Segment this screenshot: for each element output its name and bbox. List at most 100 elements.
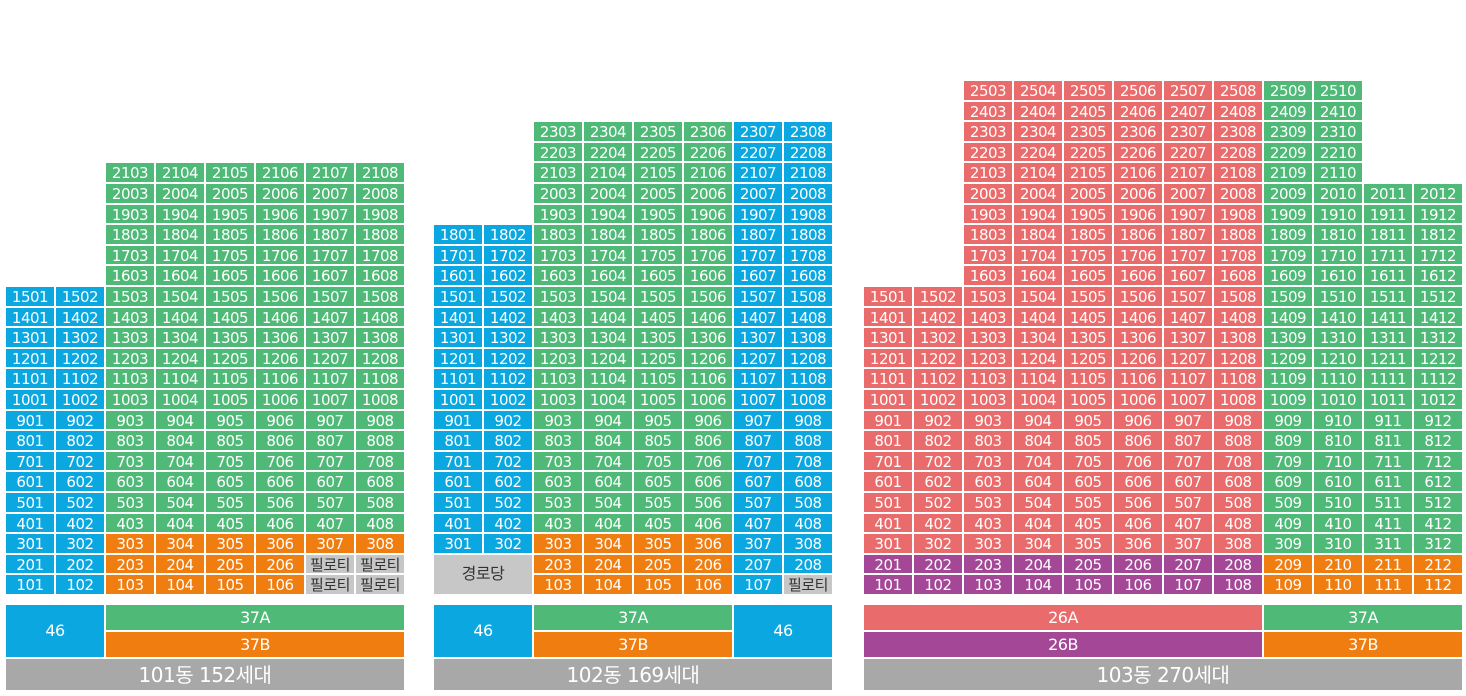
unit-cell: 1806 [683, 224, 733, 245]
unit-cell: 1407 [1163, 306, 1213, 328]
unit-cell: 1612 [1413, 265, 1463, 286]
unit-cell: 1808 [1213, 224, 1263, 245]
unit-cell: 607 [1163, 471, 1213, 492]
unit-cell: 103 [105, 574, 155, 595]
unit-cell: 803 [963, 430, 1013, 451]
unit-cell: 602 [55, 471, 105, 492]
unit-cell: 2105 [633, 162, 683, 183]
unit-cell: 1201 [433, 347, 483, 369]
unit-cell: 2107 [733, 162, 783, 183]
unit-cell: 1302 [483, 327, 533, 348]
unit-cell: 1211 [1363, 347, 1413, 369]
unit-cell: 1605 [205, 265, 255, 286]
unit-cell: 103 [963, 574, 1013, 595]
unit-cell: 611 [1363, 471, 1413, 492]
unit-cell: 706 [255, 450, 305, 472]
unit-cell: 2203 [533, 141, 583, 163]
unit-cell: 1607 [733, 265, 783, 286]
unit-cell: 2410 [1313, 100, 1363, 122]
unit-cell: 601 [433, 471, 483, 492]
unit-cell: 402 [55, 512, 105, 534]
unit-cell: 2305 [633, 121, 683, 142]
unit-cell: 2005 [633, 183, 683, 204]
unit-cell: 704 [583, 450, 633, 472]
unit-cell: 1106 [683, 368, 733, 389]
unit-cell: 1604 [155, 265, 205, 286]
unit-cell: 401 [5, 512, 55, 534]
unit-cell: 905 [205, 409, 255, 431]
unit-cell: 401 [433, 512, 483, 534]
unit-cell: 1309 [1263, 327, 1313, 348]
unit-cell: 1508 [783, 286, 833, 307]
unit-cell: 608 [355, 471, 405, 492]
unit-cell: 1501 [863, 286, 913, 307]
unit-cell: 1411 [1363, 306, 1413, 328]
unit-cell: 408 [355, 512, 405, 534]
unit-cell: 1805 [1063, 224, 1113, 245]
unit-cell: 1609 [1263, 265, 1313, 286]
unit-cell: 306 [255, 533, 305, 554]
unit-cell: 1007 [1163, 389, 1213, 410]
unit-cell: 1509 [1263, 286, 1313, 307]
unit-cell: 1601 [433, 265, 483, 286]
unit-cell: 903 [533, 409, 583, 431]
unit-cell: 508 [783, 492, 833, 513]
unit-cell: 1506 [683, 286, 733, 307]
unit-cell: 812 [1413, 430, 1463, 451]
unit-cell: 1107 [1163, 368, 1213, 389]
unit-cell: 1907 [1163, 203, 1213, 225]
unit-cell: 2404 [1013, 100, 1063, 122]
unit-cell: 1903 [533, 203, 583, 225]
unit-cell: 1412 [1413, 306, 1463, 328]
unit-cell: 1803 [105, 224, 155, 245]
unit-cell: 601 [5, 471, 55, 492]
unit-cell: 1112 [1413, 368, 1463, 389]
unit-cell: 1408 [355, 306, 405, 328]
unit-cell: 2108 [783, 162, 833, 183]
unit-cell: 1204 [583, 347, 633, 369]
unit-cell: 2005 [205, 183, 255, 204]
piloti-cell: 필로티 [783, 574, 833, 595]
unit-cell: 804 [1013, 430, 1063, 451]
legend-26b: 26B [863, 631, 1263, 658]
unit-cell: 508 [1213, 492, 1263, 513]
unit-cell: 606 [1113, 471, 1163, 492]
unit-cell: 1502 [483, 286, 533, 307]
unit-cell: 2107 [305, 162, 355, 183]
building-title: 103동 270세대 [863, 658, 1463, 691]
unit-cell: 412 [1413, 512, 1463, 534]
unit-cell: 1002 [55, 389, 105, 410]
unit-cell: 1108 [783, 368, 833, 389]
unit-cell: 1605 [633, 265, 683, 286]
unit-cell: 509 [1263, 492, 1313, 513]
unit-cell: 1905 [633, 203, 683, 225]
unit-cell: 210 [1313, 553, 1363, 575]
unit-cell: 1505 [205, 286, 255, 307]
unit-cell: 1209 [1263, 347, 1313, 369]
unit-cell: 1204 [1013, 347, 1063, 369]
unit-cell: 2405 [1063, 100, 1113, 122]
unit-cell: 902 [483, 409, 533, 431]
unit-cell: 1301 [5, 327, 55, 348]
unit-cell: 2204 [583, 141, 633, 163]
unit-cell: 1808 [355, 224, 405, 245]
unit-cell: 1002 [913, 389, 963, 410]
unit-cell: 1107 [305, 368, 355, 389]
unit-cell: 407 [1163, 512, 1213, 534]
unit-cell: 405 [633, 512, 683, 534]
unit-cell: 808 [355, 430, 405, 451]
unit-cell: 1311 [1363, 327, 1413, 348]
unit-cell: 1312 [1413, 327, 1463, 348]
unit-cell: 1607 [305, 265, 355, 286]
unit-cell: 2010 [1313, 183, 1363, 204]
unit-cell: 1905 [1063, 203, 1113, 225]
unit-cell: 1909 [1263, 203, 1313, 225]
unit-cell: 1701 [433, 244, 483, 266]
unit-cell: 1003 [533, 389, 583, 410]
unit-cell: 1903 [963, 203, 1013, 225]
unit-cell: 603 [963, 471, 1013, 492]
unit-cell: 303 [963, 533, 1013, 554]
unit-cell: 208 [1213, 553, 1263, 575]
unit-cell: 309 [1263, 533, 1313, 554]
unit-cell: 1802 [483, 224, 533, 245]
